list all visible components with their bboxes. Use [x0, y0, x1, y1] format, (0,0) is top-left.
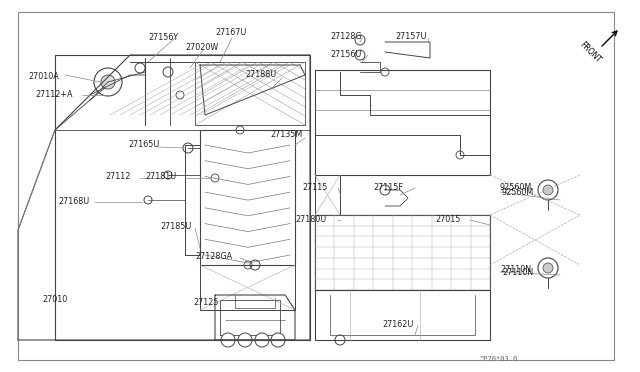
Text: 27112+A: 27112+A [35, 90, 72, 99]
Circle shape [94, 68, 122, 96]
Circle shape [255, 333, 269, 347]
Text: 27115F: 27115F [373, 183, 403, 192]
Text: 27188U: 27188U [245, 70, 276, 79]
Text: 27180U: 27180U [295, 215, 326, 224]
Text: 27110N: 27110N [502, 268, 533, 277]
Text: 27181U: 27181U [145, 172, 176, 181]
Text: 27115: 27115 [302, 183, 328, 192]
Text: 27167U: 27167U [215, 28, 246, 37]
Bar [220, 300, 280, 335]
Text: ^P70*03.0: ^P70*03.0 [480, 356, 518, 362]
Text: FRONT: FRONT [578, 40, 602, 64]
Text: 27125: 27125 [193, 298, 218, 307]
Text: 27010: 27010 [42, 295, 67, 304]
Circle shape [238, 333, 252, 347]
Text: 27162U: 27162U [382, 320, 413, 329]
Text: 27128GA: 27128GA [195, 252, 232, 261]
Circle shape [271, 333, 285, 347]
Text: 92560M: 92560M [502, 188, 534, 197]
Text: 27015: 27015 [435, 215, 460, 224]
Text: 27112: 27112 [105, 172, 131, 181]
Text: 27010A: 27010A [28, 72, 59, 81]
Circle shape [538, 258, 558, 278]
Text: 27135M: 27135M [270, 130, 302, 139]
Text: 27185U: 27185U [160, 222, 191, 231]
Circle shape [543, 263, 553, 273]
Text: 27156Y: 27156Y [148, 33, 178, 42]
Circle shape [101, 75, 115, 89]
Text: 27128G: 27128G [330, 32, 362, 41]
Text: 27168U: 27168U [58, 197, 89, 206]
Text: 27156U: 27156U [330, 50, 362, 59]
Text: 27165U: 27165U [128, 140, 159, 149]
Text: 27110N: 27110N [500, 265, 531, 274]
Circle shape [221, 333, 235, 347]
Circle shape [538, 180, 558, 200]
Text: 27157U: 27157U [395, 32, 426, 41]
Circle shape [543, 185, 553, 195]
Text: 27020W: 27020W [185, 43, 218, 52]
Text: 92560M: 92560M [500, 183, 532, 192]
